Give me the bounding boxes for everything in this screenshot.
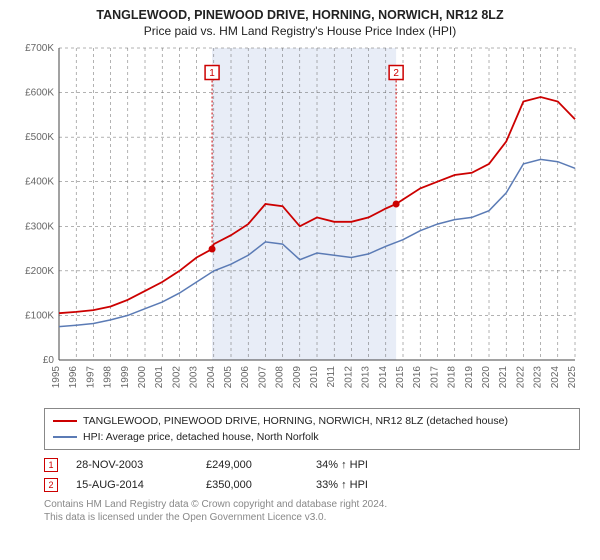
legend-row: HPI: Average price, detached house, Nort… xyxy=(53,429,571,445)
title-line-1: TANGLEWOOD, PINEWOOD DRIVE, HORNING, NOR… xyxy=(0,8,600,22)
svg-text:2000: 2000 xyxy=(137,366,148,389)
legend: TANGLEWOOD, PINEWOOD DRIVE, HORNING, NOR… xyxy=(44,408,580,450)
legend-label: TANGLEWOOD, PINEWOOD DRIVE, HORNING, NOR… xyxy=(83,415,508,427)
title-line-2: Price paid vs. HM Land Registry's House … xyxy=(0,24,600,38)
footnote: Contains HM Land Registry data © Crown c… xyxy=(44,498,580,524)
svg-text:2017: 2017 xyxy=(429,366,440,389)
svg-text:£500K: £500K xyxy=(25,132,54,143)
legend-swatch xyxy=(53,436,77,438)
svg-text:2002: 2002 xyxy=(171,366,182,389)
event-marker: 1 xyxy=(44,458,58,472)
legend-swatch xyxy=(53,420,77,422)
svg-text:2022: 2022 xyxy=(515,366,526,389)
event-marker: 2 xyxy=(44,478,58,492)
svg-text:£100K: £100K xyxy=(25,310,54,321)
legend-label: HPI: Average price, detached house, Nort… xyxy=(83,431,319,443)
svg-text:2019: 2019 xyxy=(464,366,475,389)
svg-text:£0: £0 xyxy=(43,355,55,366)
chart-svg: £0 £100K £200K £300K £400K £500K £600K £700K 199… xyxy=(15,42,585,402)
svg-text:£600K: £600K xyxy=(25,88,54,99)
svg-text:2024: 2024 xyxy=(550,366,561,389)
svg-text:2007: 2007 xyxy=(257,366,268,389)
svg-text:2014: 2014 xyxy=(378,366,389,389)
svg-text:£700K: £700K xyxy=(25,43,54,54)
svg-text:2009: 2009 xyxy=(292,366,303,389)
footnote-line-2: This data is licensed under the Open Gov… xyxy=(44,511,580,524)
event-date: 15-AUG-2014 xyxy=(76,479,206,491)
event-price: £350,000 xyxy=(206,479,316,491)
svg-text:2003: 2003 xyxy=(189,366,200,389)
svg-text:2016: 2016 xyxy=(412,366,423,389)
event-date: 28-NOV-2003 xyxy=(76,459,206,471)
svg-text:2023: 2023 xyxy=(533,366,544,389)
chart-container: TANGLEWOOD, PINEWOOD DRIVE, HORNING, NOR… xyxy=(0,0,600,560)
svg-text:2015: 2015 xyxy=(395,366,406,389)
svg-text:1997: 1997 xyxy=(85,366,96,389)
svg-text:£200K: £200K xyxy=(25,266,54,277)
events-table: 1 28-NOV-2003£249,00034% ↑ HPI 2 15-AUG-201… xyxy=(44,458,580,492)
svg-text:2018: 2018 xyxy=(447,366,458,389)
svg-text:1998: 1998 xyxy=(103,366,114,389)
event-row: 1 28-NOV-2003£249,00034% ↑ HPI xyxy=(44,458,580,472)
title-block: TANGLEWOOD, PINEWOOD DRIVE, HORNING, NOR… xyxy=(0,0,600,42)
footnote-line-1: Contains HM Land Registry data © Crown c… xyxy=(44,498,580,511)
event-row: 2 15-AUG-2014£350,00033% ↑ HPI xyxy=(44,478,580,492)
svg-text:£300K: £300K xyxy=(25,221,54,232)
svg-text:2021: 2021 xyxy=(498,366,509,389)
svg-text:2008: 2008 xyxy=(275,366,286,389)
legend-row: TANGLEWOOD, PINEWOOD DRIVE, HORNING, NOR… xyxy=(53,413,571,429)
svg-text:£400K: £400K xyxy=(25,177,54,188)
svg-text:2005: 2005 xyxy=(223,366,234,389)
svg-text:2020: 2020 xyxy=(481,366,492,389)
svg-text:1: 1 xyxy=(209,68,215,79)
event-price: £249,000 xyxy=(206,459,316,471)
svg-text:2: 2 xyxy=(393,68,399,79)
chart-area: £0 £100K £200K £300K £400K £500K £600K £700K 199… xyxy=(15,42,585,402)
svg-text:2004: 2004 xyxy=(206,366,217,389)
svg-text:2012: 2012 xyxy=(343,366,354,389)
svg-text:1999: 1999 xyxy=(120,366,131,389)
svg-text:2011: 2011 xyxy=(326,366,337,388)
svg-text:2013: 2013 xyxy=(361,366,372,389)
svg-text:1996: 1996 xyxy=(68,366,79,389)
svg-text:2010: 2010 xyxy=(309,366,320,389)
svg-text:2006: 2006 xyxy=(240,366,251,389)
event-pct: 33% ↑ HPI xyxy=(316,479,368,491)
svg-text:2001: 2001 xyxy=(154,366,165,389)
svg-text:2025: 2025 xyxy=(567,366,578,389)
event-pct: 34% ↑ HPI xyxy=(316,459,368,471)
svg-text:1995: 1995 xyxy=(51,366,62,389)
